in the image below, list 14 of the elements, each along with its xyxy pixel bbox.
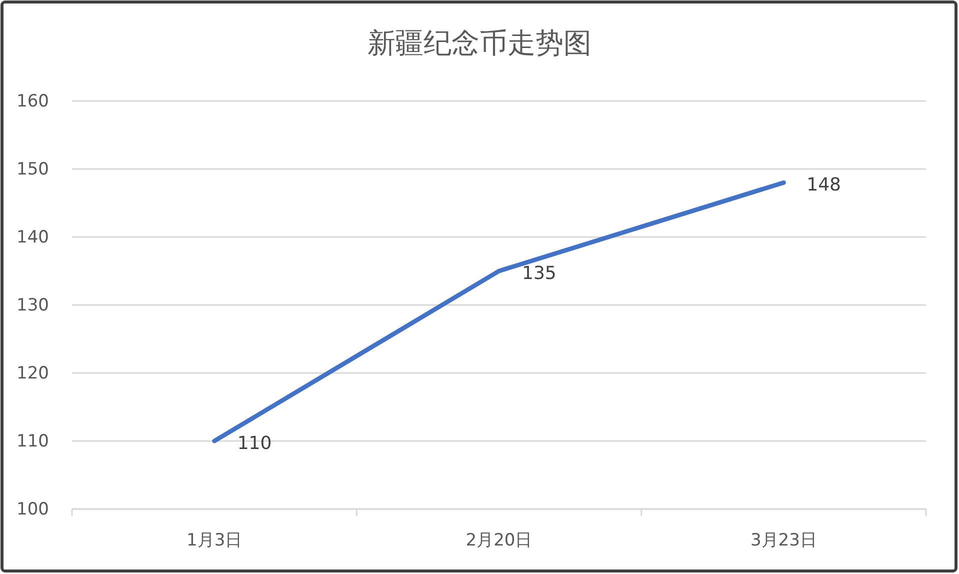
x-tick-label: 3月23日 (750, 530, 817, 551)
y-tick-label: 100 (16, 499, 49, 520)
y-tick-label: 150 (16, 159, 49, 180)
x-tick-label: 1月3日 (186, 530, 242, 551)
y-tick-label: 140 (16, 227, 49, 248)
x-tick-label: 2月20日 (466, 530, 532, 551)
y-tick-label: 130 (16, 295, 49, 316)
data-label: 135 (522, 262, 556, 284)
y-tick-label: 160 (16, 91, 49, 112)
y-tick-label: 120 (16, 363, 49, 384)
data-label: 148 (806, 174, 842, 196)
y-tick-label: 110 (16, 431, 49, 452)
chart-title: 新疆纪念币走势图 (368, 26, 592, 60)
data-label: 110 (237, 432, 272, 454)
